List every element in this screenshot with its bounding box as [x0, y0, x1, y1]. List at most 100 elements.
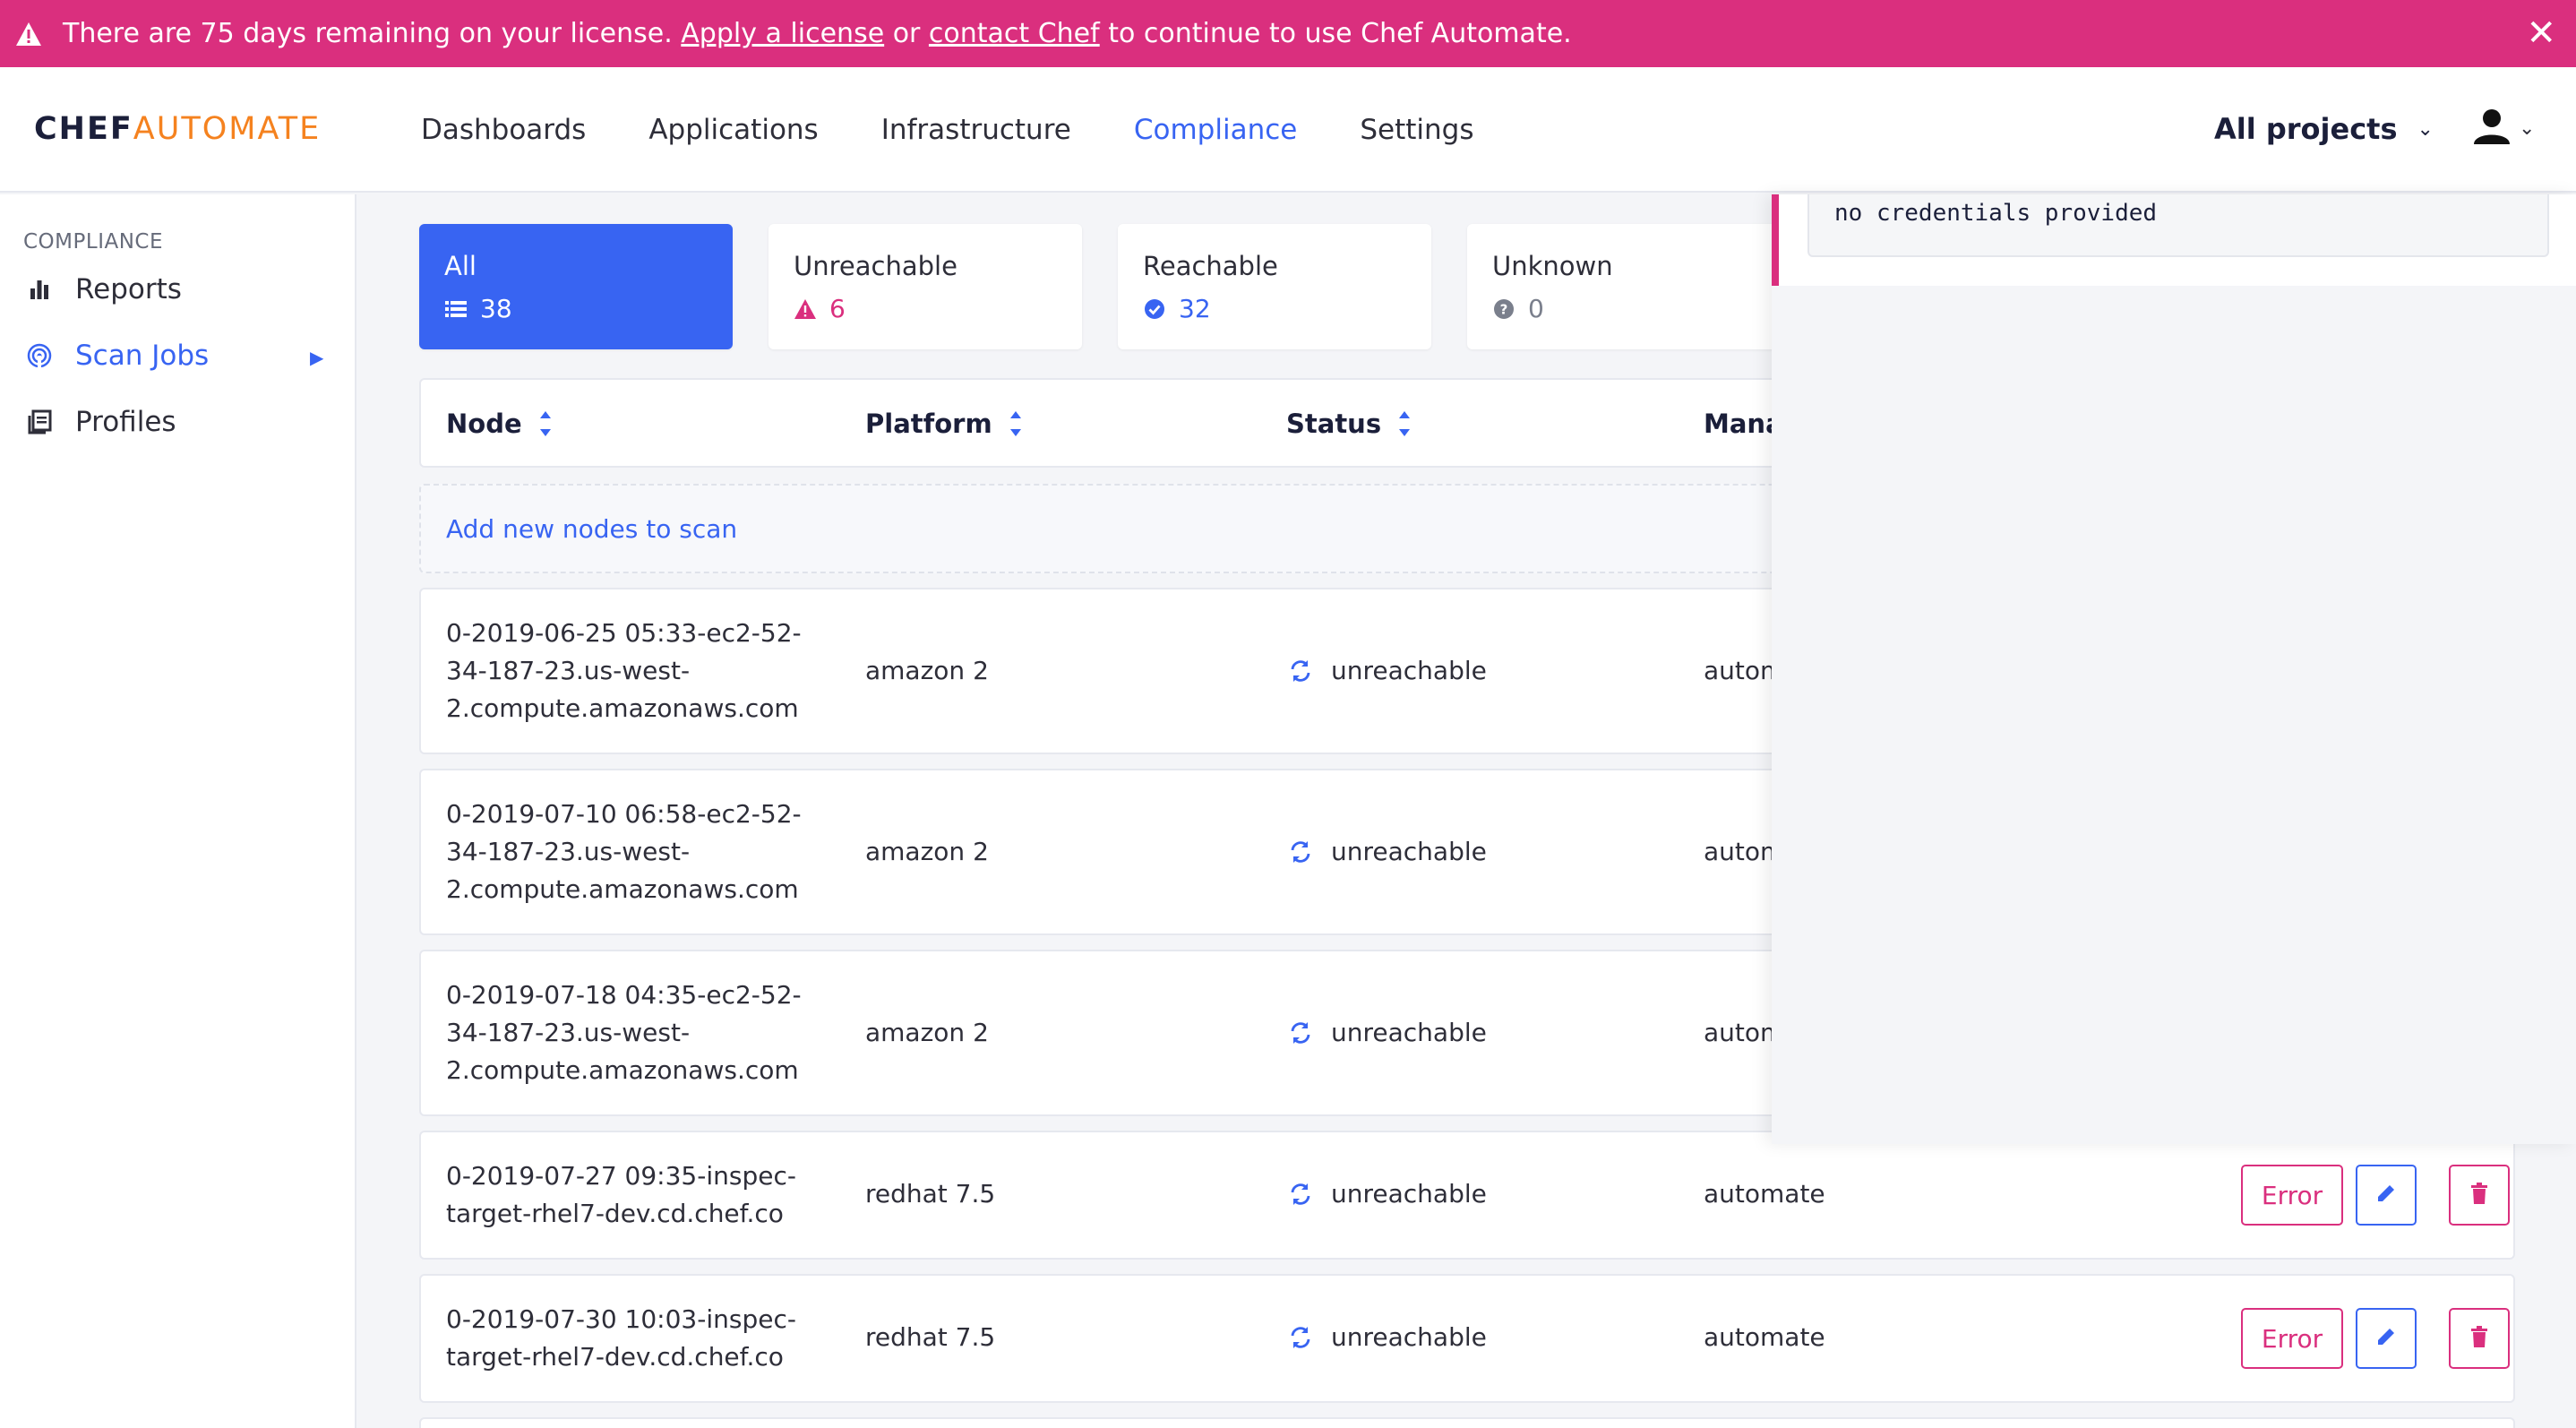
sidebar-item-label: Reports	[75, 273, 182, 305]
card-count: 6	[829, 294, 846, 323]
table-row[interactable]	[419, 1417, 2515, 1428]
node-status: unreachable	[1286, 1014, 1487, 1052]
nav-settings[interactable]: Settings	[1360, 114, 1474, 146]
sync-icon	[1286, 657, 1315, 685]
projects-dropdown[interactable]: All projects ⌄	[2214, 112, 2434, 146]
error-message-box: no credentials provided	[1807, 194, 2549, 257]
status-label: unreachable	[1331, 837, 1487, 866]
card-count: 0	[1528, 294, 1544, 323]
book-icon	[23, 406, 56, 438]
license-banner: There are 75 days remaining on your lice…	[0, 0, 2576, 67]
card-title: All	[444, 251, 477, 281]
license-message: There are 75 days remaining on your lice…	[63, 18, 1572, 49]
question-circle-icon: ?	[1492, 297, 1516, 321]
warning-icon	[794, 297, 817, 321]
user-menu[interactable]: ⌄	[2472, 107, 2535, 150]
node-name: 0-2019-07-30 10:03-inspec-target-rhel7-d…	[446, 1304, 796, 1372]
node-status: unreachable	[1286, 833, 1487, 871]
node-platform: redhat 7.5	[865, 1322, 996, 1352]
card-unreachable[interactable]: Unreachable 6	[769, 224, 1082, 349]
chevron-down-icon: ⌄	[2417, 117, 2434, 141]
card-reachable[interactable]: Reachable 32	[1118, 224, 1431, 349]
check-circle-icon	[1143, 297, 1166, 321]
node-manager: automate	[1704, 1322, 1825, 1352]
logo-automate: AUTOMATE	[133, 111, 322, 147]
chef-automate-logo[interactable]: CHEFAUTOMATE	[34, 111, 321, 147]
nav-compliance[interactable]: Compliance	[1133, 114, 1298, 146]
sort-icon[interactable]	[1397, 409, 1412, 438]
status-label: unreachable	[1331, 656, 1487, 685]
node-name: 0-2019-07-27 09:35-inspec-target-rhel7-d…	[446, 1161, 796, 1228]
table-row[interactable]: 0-2019-07-30 10:03-inspec-target-rhel7-d…	[419, 1274, 2515, 1403]
user-icon	[2472, 107, 2512, 150]
sync-icon	[1286, 1019, 1315, 1047]
sidebar-section-title: COMPLIANCE	[23, 230, 164, 254]
nav-applications[interactable]: Applications	[648, 114, 819, 146]
node-manager: automate	[1704, 1179, 1825, 1209]
pencil-icon	[2374, 1182, 2398, 1209]
node-manager: autom	[1704, 1018, 1785, 1047]
card-all[interactable]: All 38	[419, 224, 733, 349]
card-count: 32	[1179, 294, 1211, 323]
main-nav: Dashboards Applications Infrastructure C…	[421, 67, 1537, 193]
nav-infrastructure[interactable]: Infrastructure	[880, 114, 1071, 146]
card-title: Unknown	[1492, 251, 1613, 281]
error-button[interactable]: Error	[2241, 1308, 2343, 1369]
sidebar-item-profiles[interactable]: Profiles	[23, 406, 176, 438]
error-button[interactable]: Error	[2241, 1165, 2343, 1226]
sidebar-item-reports[interactable]: Reports	[23, 273, 182, 305]
node-platform: amazon 2	[865, 656, 989, 685]
sync-icon	[1286, 1180, 1315, 1209]
delete-button[interactable]	[2449, 1308, 2510, 1369]
column-status[interactable]: Status	[1286, 409, 1412, 439]
close-icon[interactable]: ✕	[2526, 13, 2556, 54]
node-manager: autom	[1704, 656, 1785, 685]
card-unknown[interactable]: Unknown ? 0	[1467, 224, 1781, 349]
warning-icon	[14, 20, 43, 48]
sidebar-item-label: Scan Jobs	[75, 340, 210, 372]
node-name: 0-2019-07-10 06:58-ec2-52-34-187-23.us-w…	[446, 799, 802, 904]
add-nodes-link[interactable]: Add new nodes to scan	[446, 514, 738, 544]
edit-button[interactable]	[2356, 1308, 2417, 1369]
sidebar: COMPLIANCE Reports Scan Jobs ▶ Profiles	[0, 194, 356, 1428]
node-status: unreachable	[1286, 1175, 1487, 1213]
trash-icon	[2469, 1182, 2490, 1209]
contact-chef-link[interactable]: contact Chef	[928, 18, 1100, 49]
sidebar-item-label: Profiles	[75, 406, 176, 438]
svg-text:?: ?	[1500, 301, 1508, 317]
column-label: Status	[1286, 409, 1382, 439]
column-label: Platform	[865, 409, 992, 439]
apply-license-link[interactable]: Apply a license	[681, 18, 885, 49]
sync-icon	[1286, 1323, 1315, 1352]
license-text-or: or	[884, 18, 929, 49]
sync-icon	[1286, 838, 1315, 866]
sidebar-item-scan-jobs[interactable]: Scan Jobs	[23, 340, 209, 372]
radar-icon	[23, 340, 56, 372]
nav-dashboards[interactable]: Dashboards	[421, 114, 587, 146]
node-platform: amazon 2	[865, 1018, 989, 1047]
node-name: 0-2019-07-18 04:35-ec2-52-34-187-23.us-w…	[446, 980, 802, 1085]
node-platform: redhat 7.5	[865, 1179, 996, 1209]
trash-icon	[2469, 1325, 2490, 1352]
column-node[interactable]: Node	[446, 409, 553, 439]
node-name: 0-2019-06-25 05:33-ec2-52-34-187-23.us-w…	[446, 618, 802, 723]
status-label: unreachable	[1331, 1179, 1487, 1209]
status-label: unreachable	[1331, 1322, 1487, 1352]
list-icon	[444, 297, 468, 321]
sort-icon[interactable]	[1009, 409, 1023, 438]
chevron-down-icon: ⌄	[2519, 116, 2536, 140]
column-platform[interactable]: Platform	[865, 409, 1023, 439]
projects-label: All projects	[2214, 112, 2398, 146]
column-label: Node	[446, 409, 522, 439]
edit-button[interactable]	[2356, 1165, 2417, 1226]
error-side-panel: no credentials provided	[1772, 194, 2576, 1144]
table-row[interactable]: 0-2019-07-27 09:35-inspec-target-rhel7-d…	[419, 1131, 2515, 1260]
sort-icon[interactable]	[538, 409, 553, 438]
pencil-icon	[2374, 1325, 2398, 1352]
node-platform: amazon 2	[865, 837, 989, 866]
license-text: There are 75 days remaining on your lice…	[63, 18, 682, 49]
logo-chef: CHEF	[34, 111, 133, 147]
license-text-after: to continue to use Chef Automate.	[1099, 18, 1572, 49]
card-title: Reachable	[1143, 251, 1278, 281]
delete-button[interactable]	[2449, 1165, 2510, 1226]
